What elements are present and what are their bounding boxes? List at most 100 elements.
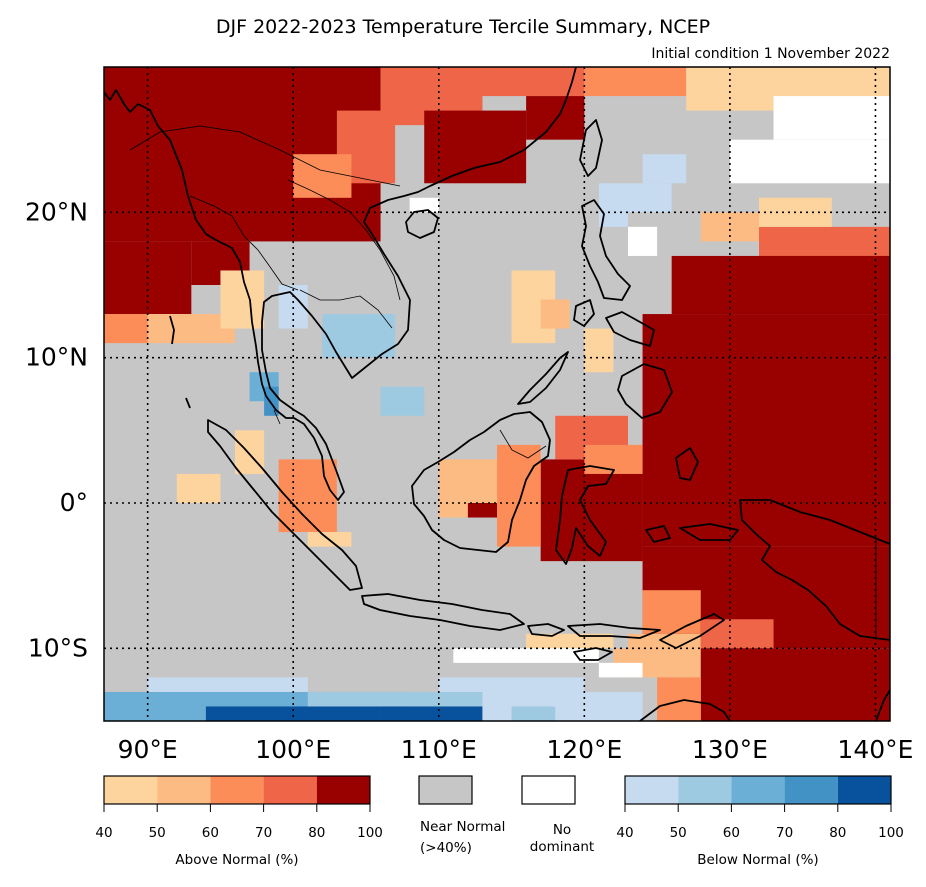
colorbar-swatch — [678, 776, 732, 804]
lon-tick-label: 130°E — [692, 735, 768, 764]
probability-cell — [409, 197, 439, 213]
colorbar-tick-label: 100 — [357, 825, 383, 841]
near-normal-line2: (>40%) — [420, 840, 472, 856]
colorbar-tick-label: 80 — [829, 825, 846, 841]
border-line — [499, 429, 547, 459]
border-line — [273, 409, 281, 425]
probability-cell — [104, 314, 148, 344]
probability-cell — [540, 299, 570, 329]
probability-cell — [657, 677, 701, 721]
probability-cell — [584, 328, 614, 373]
legend-above-normal: 40 50 60 70 80 100 Above Normal (%) — [95, 775, 383, 868]
country-borders — [129, 125, 877, 640]
probability-cell — [482, 67, 585, 97]
probability-cell — [642, 314, 890, 547]
lon-tick-label: 110°E — [401, 735, 477, 764]
probability-cell — [424, 110, 527, 184]
lat-tick-label: 0° — [60, 488, 88, 517]
coastline-australia-east — [875, 689, 890, 721]
probability-cell — [497, 444, 541, 547]
coastline-palawan — [517, 351, 569, 405]
colorbar-swatch — [263, 776, 317, 804]
probability-cell — [205, 706, 381, 721]
probability-cell — [729, 139, 890, 184]
coastline-halmahera — [675, 447, 699, 481]
lat-tick-label: 10°S — [28, 633, 88, 662]
near-normal-line1: Near Normal — [420, 819, 505, 835]
probability-cell — [511, 706, 556, 721]
colorbar-tick-label: 70 — [776, 825, 793, 841]
map-subtitle: Initial condition 1 November 2022 — [651, 46, 890, 62]
coastline-bali-lombok — [527, 623, 565, 637]
colorbar-tick-label: 40 — [616, 825, 633, 841]
lon-tick-label: 100°E — [255, 735, 331, 764]
coastline-mindoro — [573, 299, 595, 327]
colorbar-tick-label: 70 — [255, 825, 272, 841]
coastline-sumba — [573, 647, 613, 661]
probability-cell — [176, 473, 221, 503]
probability-cell — [642, 590, 701, 634]
probability-cells — [104, 67, 890, 721]
probability-cell — [235, 430, 265, 474]
probability-cell — [147, 677, 308, 692]
coastline-taiwan — [579, 119, 603, 177]
no-dominant-line1: No — [553, 822, 571, 838]
coastline-mindanao — [617, 363, 673, 419]
coastline-australia — [639, 699, 731, 721]
axis-ticks: 90°E 100°E 110°E 120°E 130°E 140°E 20°N 10°N 0° 1… — [25, 197, 913, 764]
no-dominant-swatch — [521, 775, 576, 805]
colorbar-swatch — [625, 776, 679, 804]
probability-cell — [700, 212, 759, 242]
probability-cell — [526, 633, 614, 649]
lon-tick-label: 90°E — [118, 735, 178, 764]
colorbar-tick-label: 50 — [149, 825, 166, 841]
probability-cell — [467, 503, 497, 518]
colorbar-swatch — [837, 776, 891, 804]
coastline-sulawesi — [555, 465, 615, 565]
coastline-visayas — [605, 311, 655, 347]
near-normal-swatch — [418, 775, 473, 805]
lat-tick-label: 10°N — [25, 343, 88, 372]
coastline-seram — [679, 523, 739, 541]
probability-cell — [598, 662, 643, 678]
probability-cell — [642, 154, 687, 184]
probability-cell — [438, 677, 585, 692]
probability-cell — [278, 459, 337, 533]
map-panel — [104, 67, 890, 721]
probability-cell — [380, 706, 483, 721]
colorbar-tick-label: 100 — [878, 825, 904, 841]
lon-tick-label: 140°E — [837, 735, 913, 764]
probability-cell — [380, 386, 425, 416]
probability-cell — [700, 619, 774, 649]
probability-cell — [773, 96, 890, 140]
colorbar-tick-label: 60 — [723, 825, 740, 841]
lat-tick-label: 20°N — [25, 197, 88, 226]
coastline-sumbawa-flores — [567, 623, 661, 639]
border-line — [287, 179, 401, 301]
probability-cell — [307, 691, 512, 707]
no-dominant-line2: dominant — [530, 839, 594, 855]
probability-cell — [671, 255, 890, 315]
colorbar-swatch — [316, 776, 370, 804]
coastline-nicobar — [185, 397, 191, 409]
coastline-luzon — [581, 199, 631, 301]
legend-below-normal: 40 50 60 70 80 100 Below Normal (%) — [616, 775, 904, 868]
coastline-buru — [645, 525, 671, 543]
colorbar-swatch — [784, 776, 838, 804]
probability-cell — [482, 691, 643, 721]
probability-cell — [264, 67, 337, 111]
coastline-mainland — [104, 67, 577, 501]
coastline-timor — [659, 613, 725, 649]
colorbar-swatch — [210, 776, 264, 804]
colorbar-swatch — [157, 776, 211, 804]
colorbar-tick-label: 80 — [308, 825, 325, 841]
coastline-hainan — [405, 209, 439, 239]
border-line — [299, 289, 393, 329]
colorbar-swatch — [731, 776, 785, 804]
border-line — [129, 125, 401, 187]
gridlines — [104, 67, 890, 721]
coastlines — [104, 67, 890, 721]
colorbar-tick-label: 40 — [95, 825, 112, 841]
coastline-andaman — [169, 315, 175, 345]
